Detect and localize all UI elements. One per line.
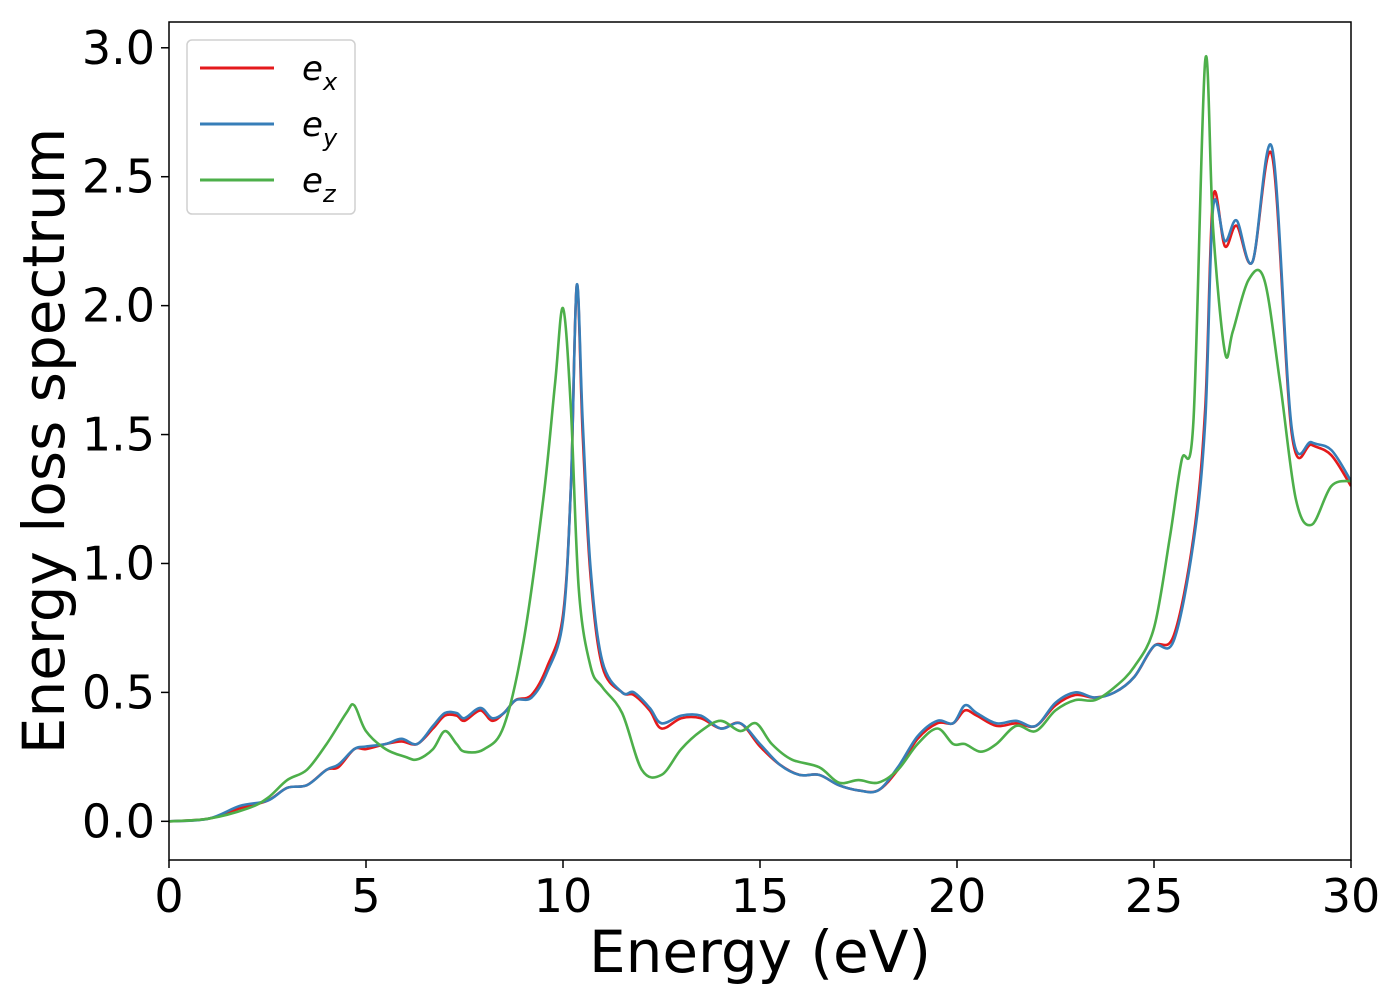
x-tick-label: 0 xyxy=(154,869,183,923)
legend: e xe ye z xyxy=(186,39,356,215)
y-tick-label: 3.0 xyxy=(82,21,155,75)
series-line-x xyxy=(169,150,1351,823)
legend-subscript-y: y xyxy=(322,124,338,152)
y-tick-label: 1.0 xyxy=(82,536,155,590)
y-tick-label: 2.0 xyxy=(82,279,155,333)
legend-label-y: e xyxy=(302,105,323,145)
y-tick-label: 0.0 xyxy=(82,794,155,848)
x-tick-label: 20 xyxy=(928,869,987,923)
legend-label-z: e xyxy=(302,161,323,201)
x-tick-label: 15 xyxy=(731,869,790,923)
x-tick-label: 10 xyxy=(534,869,593,923)
x-tick-label: 30 xyxy=(1322,869,1381,923)
y-tick-label: 0.5 xyxy=(82,665,155,719)
legend-subscript-x: x xyxy=(322,68,338,96)
x-tick-label: 5 xyxy=(351,869,380,923)
legend-label-x: e xyxy=(302,49,323,89)
x-tick-label: 25 xyxy=(1125,869,1184,923)
y-axis-title: Energy loss spectrum xyxy=(10,128,78,754)
x-axis: 0 5 10 15 20 25 30 xyxy=(154,860,1380,923)
legend-box xyxy=(186,39,356,215)
series-line-y xyxy=(169,143,1351,823)
x-axis-title: Energy (eV) xyxy=(589,918,931,986)
series-line-z xyxy=(169,55,1351,823)
y-tick-label: 2.5 xyxy=(82,150,155,204)
series-layer xyxy=(169,55,1351,823)
y-tick-label: 1.5 xyxy=(82,408,155,462)
y-axis: 0.0 0.5 1.0 1.5 2.0 2.5 3.0 xyxy=(82,21,169,848)
legend-subscript-z: z xyxy=(322,180,337,208)
